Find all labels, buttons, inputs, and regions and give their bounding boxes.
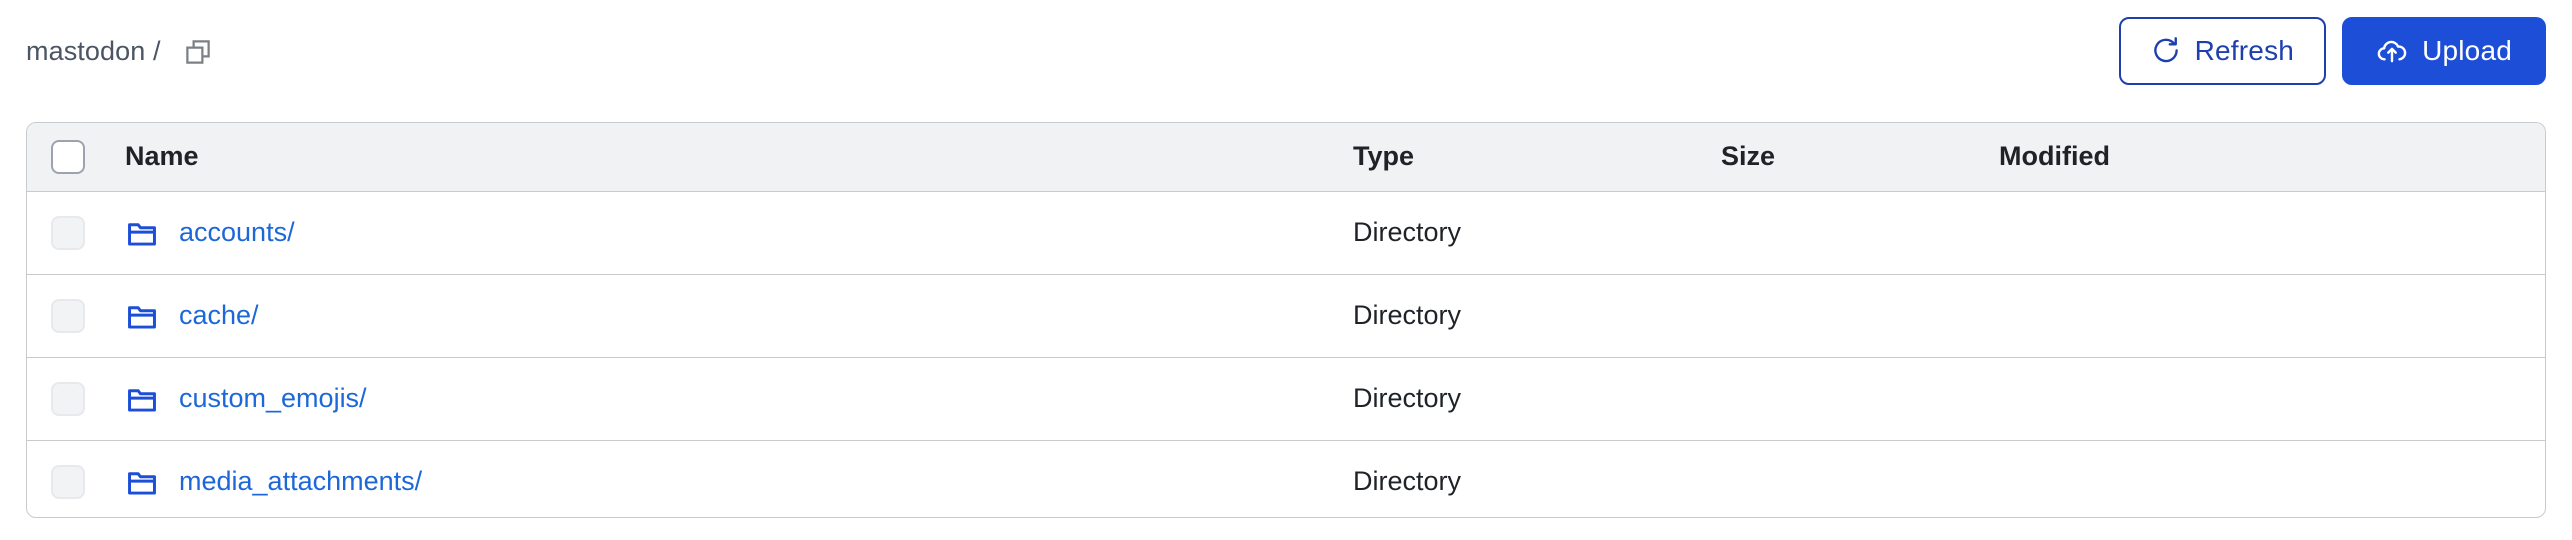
row-checkbox[interactable]	[51, 298, 85, 333]
row-select-cell	[27, 440, 109, 517]
table-row[interactable]: media_attachments/ Directory	[27, 440, 2545, 517]
column-header-type[interactable]: Type	[1331, 123, 1699, 192]
select-all-cell	[27, 123, 109, 192]
row-modified-cell	[1977, 191, 2545, 275]
file-table-container: Name Type Size Modified	[26, 122, 2546, 518]
folder-icon	[125, 299, 159, 333]
row-name-cell: custom_emojis/	[109, 357, 1331, 441]
folder-icon	[125, 382, 159, 416]
toolbar-actions: Refresh Upload	[2118, 17, 2546, 85]
row-name-cell: cache/	[109, 274, 1331, 358]
refresh-icon	[2151, 36, 2181, 66]
refresh-button-label: Refresh	[2194, 35, 2295, 66]
toolbar: mastodon / Refresh	[0, 0, 2572, 104]
row-size-cell	[1699, 440, 1977, 517]
row-checkbox[interactable]	[51, 215, 85, 250]
breadcrumb: mastodon /	[26, 36, 213, 67]
row-name-cell: accounts/	[109, 191, 1331, 275]
folder-icon	[125, 465, 159, 499]
copy-icon[interactable]	[183, 37, 213, 67]
table-row[interactable]: custom_emojis/ Directory	[27, 357, 2545, 441]
file-name-link[interactable]: media_attachments/	[179, 466, 423, 497]
row-size-cell	[1699, 191, 1977, 275]
cloud-upload-icon	[2376, 35, 2408, 67]
file-table-body: accounts/ Directory	[27, 191, 2545, 517]
row-size-cell	[1699, 357, 1977, 441]
column-header-modified[interactable]: Modified	[1977, 123, 2545, 192]
row-type-cell: Directory	[1331, 191, 1699, 275]
row-type-cell: Directory	[1331, 274, 1699, 358]
column-header-size[interactable]: Size	[1699, 123, 1977, 192]
file-name-link[interactable]: accounts/	[179, 217, 295, 247]
row-name-cell: media_attachments/	[109, 440, 1331, 517]
upload-button-label: Upload	[2422, 35, 2512, 66]
row-select-cell	[27, 191, 109, 275]
file-name-link[interactable]: cache/	[179, 300, 259, 330]
table-row[interactable]: accounts/ Directory	[27, 191, 2545, 275]
select-all-checkbox[interactable]	[51, 139, 85, 174]
row-select-cell	[27, 357, 109, 441]
row-checkbox[interactable]	[51, 464, 85, 499]
row-modified-cell	[1977, 274, 2545, 358]
row-modified-cell	[1977, 440, 2545, 517]
upload-button[interactable]: Upload	[2342, 17, 2546, 85]
refresh-button[interactable]: Refresh	[2118, 17, 2327, 85]
column-header-name[interactable]: Name	[109, 123, 1331, 192]
table-row[interactable]: cache/ Directory	[27, 274, 2545, 358]
row-type-cell: Directory	[1331, 357, 1699, 441]
row-type-cell: Directory	[1353, 466, 1462, 497]
row-modified-cell	[1977, 357, 2545, 441]
file-name-link[interactable]: custom_emojis/	[179, 383, 367, 413]
folder-icon	[125, 216, 159, 250]
file-table: Name Type Size Modified	[27, 123, 2545, 517]
breadcrumb-path[interactable]: mastodon /	[26, 36, 161, 66]
row-select-cell	[27, 274, 109, 358]
row-checkbox[interactable]	[51, 381, 85, 416]
row-size-cell	[1699, 274, 1977, 358]
file-table-header: Name Type Size Modified	[27, 123, 2545, 192]
header-row: Name Type Size Modified	[27, 123, 2545, 192]
